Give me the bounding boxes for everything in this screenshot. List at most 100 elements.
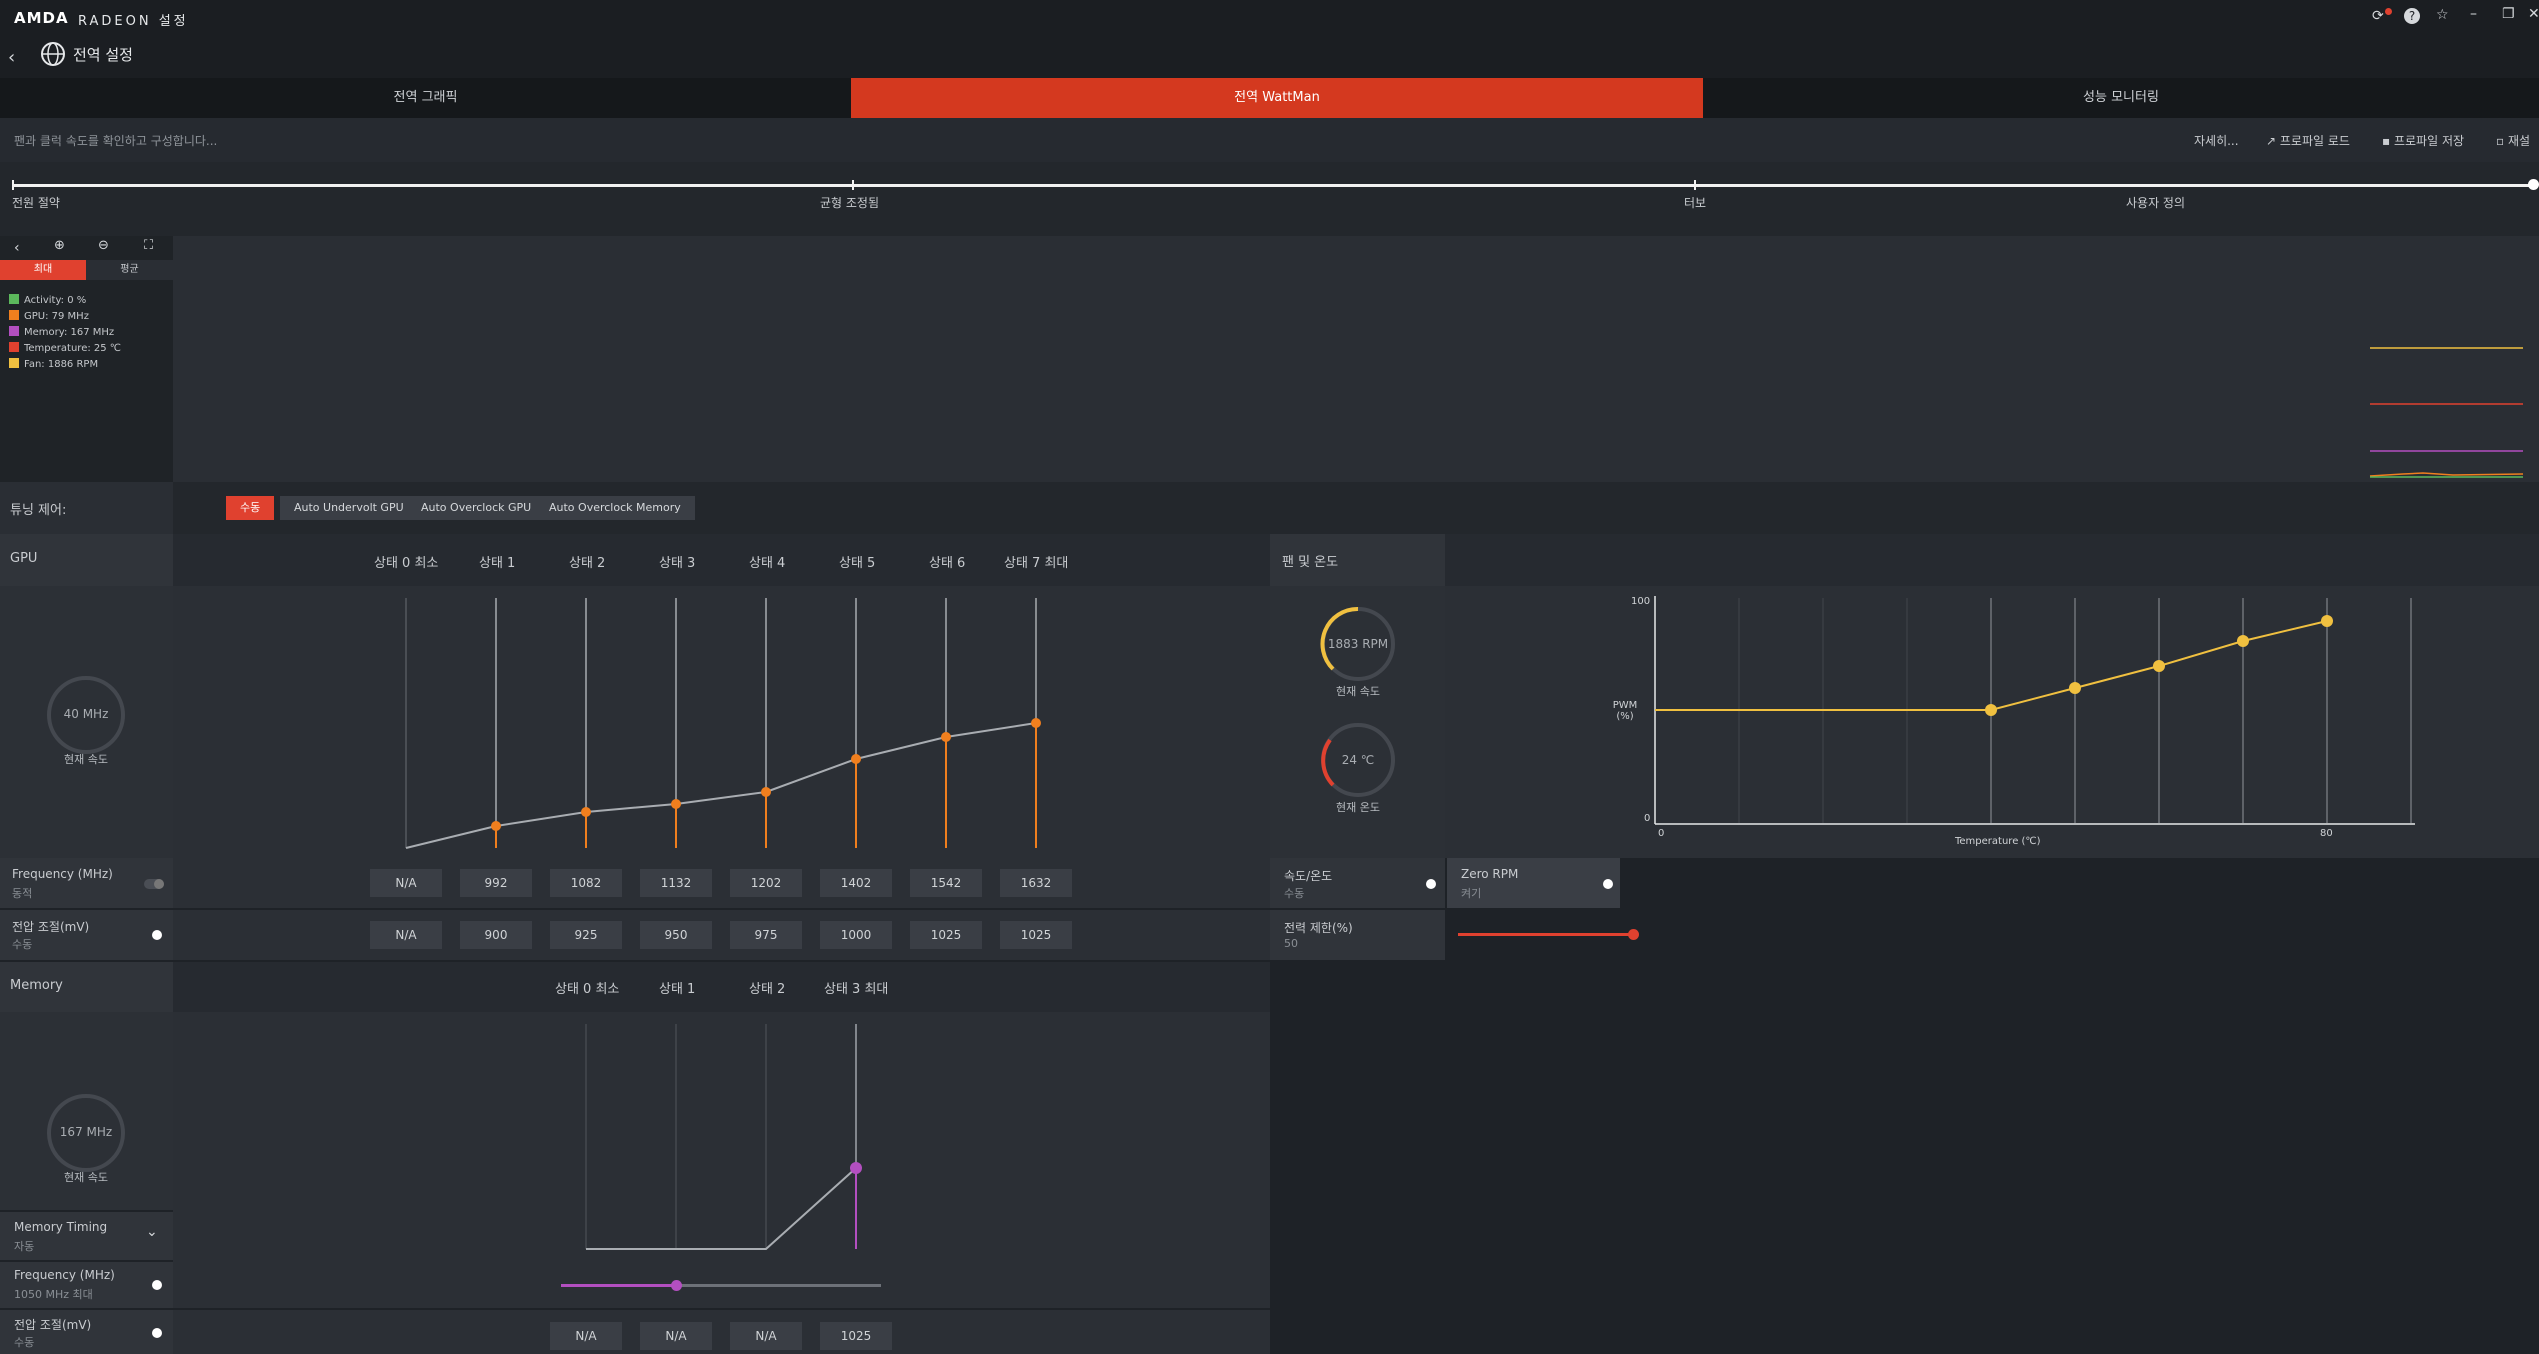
- legend-memory[interactable]: Memory: 167 MHz: [9, 326, 114, 338]
- fan-curve-chart: [1654, 596, 2415, 825]
- arrow-icon: ↗: [2266, 134, 2277, 148]
- gpu-freq-state-6[interactable]: 1542: [910, 869, 982, 897]
- auto-overclock-memory-button[interactable]: Auto Overclock Memory: [535, 496, 695, 520]
- memory-volt-sub: 수동: [14, 1336, 35, 1349]
- gpu-freq-toggle[interactable]: [144, 879, 164, 889]
- chevron-down-icon[interactable]: ⌄: [146, 1224, 158, 1240]
- memory-volt-label: 전압 조절(mV): [14, 1318, 92, 1332]
- memory-volt-toggle[interactable]: [144, 1328, 164, 1338]
- fan-chart-x-max: 80: [2320, 828, 2333, 839]
- graph-back-icon[interactable]: ‹: [14, 240, 20, 256]
- memory-header-label: Memory: [0, 962, 173, 1012]
- gpu-volt-state-5[interactable]: 1000: [820, 921, 892, 949]
- speed-temp-toggle[interactable]: [1418, 879, 1438, 889]
- tuning-label-cell: 튜닝 제어:: [0, 482, 173, 534]
- update-icon[interactable]: ⟳: [2372, 8, 2384, 24]
- preset-tick-balanced: [852, 180, 854, 190]
- speed-temp-label: 속도/온도: [1284, 869, 1333, 883]
- gpu-volt-toggle[interactable]: [144, 930, 164, 940]
- star-icon[interactable]: ☆: [2436, 7, 2449, 23]
- gpu-freq-state-3[interactable]: 1132: [640, 869, 712, 897]
- gpu-gauge-panel: 40 MHz 현재 속도: [0, 586, 173, 858]
- preset-slider[interactable]: 전원 절약 균형 조정됨 터보 사용자 정의: [0, 162, 2539, 236]
- reset-button[interactable]: ▫ 재설: [2496, 132, 2530, 149]
- reset-label: 재설: [2507, 134, 2531, 148]
- gpu-volt-state-3[interactable]: 950: [640, 921, 712, 949]
- tab-global-graphics[interactable]: 전역 그래픽: [393, 90, 458, 105]
- zero-rpm-toggle[interactable]: [1595, 879, 1615, 889]
- gpu-freq-state-4[interactable]: 1202: [730, 869, 802, 897]
- memory-state-3: 상태 3 최대: [824, 982, 889, 997]
- zoom-out-icon[interactable]: ⊖: [98, 238, 109, 253]
- fan-rpm-value: 1883 RPM: [1327, 637, 1389, 651]
- memory-freq-slider[interactable]: [561, 1284, 881, 1287]
- preset-custom[interactable]: 사용자 정의: [2126, 196, 2186, 210]
- preset-turbo[interactable]: 터보: [1684, 196, 1707, 210]
- legend-activity[interactable]: Activity: 0 %: [9, 294, 86, 306]
- gpu-freq-state-5[interactable]: 1402: [820, 869, 892, 897]
- help-icon[interactable]: ?: [2404, 8, 2420, 24]
- preset-balanced[interactable]: 균형 조정됨: [820, 196, 880, 210]
- power-limit-slider[interactable]: [1458, 933, 1634, 936]
- graph-tab-avg[interactable]: 평균: [86, 260, 173, 280]
- gpu-freq-state-2[interactable]: 1082: [550, 869, 622, 897]
- back-icon[interactable]: ‹: [8, 47, 16, 68]
- legend-memory-label: Memory: 167 MHz: [24, 327, 115, 338]
- checkbox-icon: [9, 326, 19, 336]
- memory-volt-state-3[interactable]: 1025: [820, 1322, 892, 1350]
- memory-state-chart[interactable]: [173, 1012, 1270, 1262]
- legend-gpu[interactable]: GPU: 79 MHz: [9, 310, 89, 322]
- gpu-volt-state-1[interactable]: 900: [460, 921, 532, 949]
- load-profile-button[interactable]: ↗ 프로파일 로드: [2266, 132, 2350, 149]
- legend-temperature[interactable]: Temperature: 25 ℃: [9, 342, 121, 354]
- temperature-gauge: [1321, 723, 1395, 797]
- preset-tick-start: [12, 180, 14, 190]
- gpu-freq-state-1[interactable]: 992: [460, 869, 532, 897]
- auto-undervolt-gpu-button[interactable]: Auto Undervolt GPU: [280, 496, 418, 520]
- memory-speed-value: 167 MHz: [59, 1125, 113, 1139]
- gpu-header-label: GPU: [0, 534, 173, 586]
- gpu-volt-row: [173, 910, 1270, 960]
- memory-freq-handle[interactable]: [671, 1280, 682, 1291]
- title-bar: AMDA RADEON 설정 ⟳ ? ☆ – ❐ ✕: [0, 0, 2539, 38]
- page-title: 전역 설정: [73, 46, 133, 64]
- tuning-manual-button[interactable]: 수동: [226, 496, 275, 520]
- save-profile-button[interactable]: ▪ 프로파일 저장: [2382, 132, 2464, 149]
- fan-curve-panel[interactable]: 100 0 PWM (%) 0 80 Temperature (℃): [1445, 586, 2539, 858]
- close-icon[interactable]: ✕: [2528, 6, 2539, 22]
- gpu-volt-state-6[interactable]: 1025: [910, 921, 982, 949]
- auto-overclock-gpu-button[interactable]: Auto Overclock GPU: [407, 496, 546, 520]
- legend-fan-label: Fan: 1886 RPM: [24, 359, 99, 370]
- reset-zoom-icon[interactable]: ⛶: [144, 238, 154, 253]
- power-limit-label: 전력 제한(%): [1284, 921, 1353, 935]
- legend-fan[interactable]: Fan: 1886 RPM: [9, 358, 98, 370]
- gpu-volt-state-2[interactable]: 925: [550, 921, 622, 949]
- details-link[interactable]: 자세히...: [2194, 134, 2239, 148]
- gpu-freq-state-7[interactable]: 1632: [1000, 869, 1072, 897]
- gpu-volt-sub: 수동: [12, 938, 33, 951]
- preset-handle[interactable]: [2528, 179, 2539, 190]
- preset-power-saving[interactable]: 전원 절약: [12, 196, 60, 210]
- gpu-volt-state-7[interactable]: 1025: [1000, 921, 1072, 949]
- preset-track: [12, 184, 2534, 187]
- power-limit-cell: 전력 제한(%) 50: [1270, 910, 1445, 960]
- fan-rpm-label: 현재 속도: [1336, 685, 1380, 698]
- memory-timing-cell[interactable]: Memory Timing 자동 ⌄: [0, 1212, 173, 1260]
- tab-performance-monitoring[interactable]: 성능 모니터링: [2083, 90, 2159, 105]
- gpu-state-chart[interactable]: [173, 586, 1270, 858]
- gpu-speed-label: 현재 속도: [64, 753, 108, 766]
- memory-state-1: 상태 1: [659, 982, 696, 997]
- memory-volt-state-0: N/A: [550, 1322, 622, 1350]
- zoom-in-icon[interactable]: ⊕: [54, 238, 65, 253]
- monitor-graph[interactable]: [173, 236, 2539, 482]
- memory-state-2: 상태 2: [749, 982, 786, 997]
- minimize-icon[interactable]: –: [2470, 6, 2477, 22]
- power-limit-handle[interactable]: [1628, 929, 1639, 940]
- gpu-state-4: 상태 4: [749, 556, 786, 571]
- zero-rpm-cell: Zero RPM 켜기: [1447, 858, 1620, 908]
- memory-freq-toggle[interactable]: [144, 1280, 164, 1290]
- gpu-volt-state-4[interactable]: 975: [730, 921, 802, 949]
- graph-tab-max[interactable]: 최대: [0, 260, 86, 280]
- restore-icon[interactable]: ❐: [2502, 6, 2515, 22]
- tab-global-wattman[interactable]: 전역 WattMan: [851, 78, 1703, 118]
